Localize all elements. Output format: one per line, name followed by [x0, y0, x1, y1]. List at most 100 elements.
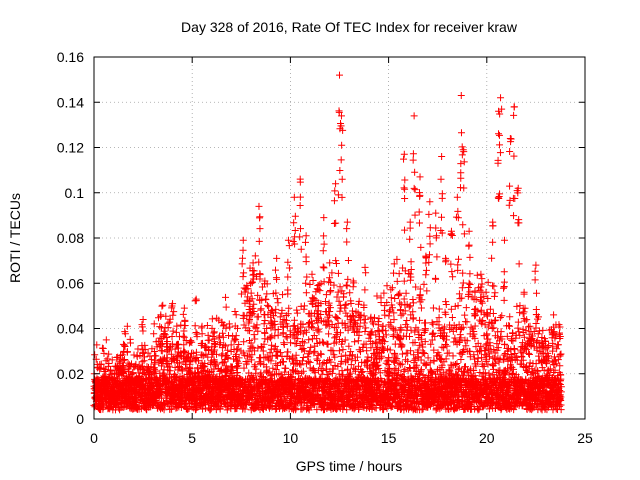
data-point	[380, 289, 388, 297]
data-point	[324, 375, 332, 383]
data-point	[331, 334, 339, 342]
data-point	[334, 269, 342, 277]
data-point	[293, 339, 301, 347]
data-point	[298, 369, 306, 377]
data-point	[237, 290, 245, 298]
data-point	[333, 313, 341, 321]
data-point	[257, 360, 265, 368]
data-point	[388, 284, 396, 292]
data-point	[220, 341, 228, 349]
data-point	[240, 338, 248, 346]
data-point	[313, 335, 321, 343]
data-point	[193, 353, 201, 361]
data-point	[293, 309, 301, 317]
data-point	[222, 303, 230, 311]
data-point	[284, 348, 292, 356]
data-point	[172, 328, 180, 336]
data-point	[222, 342, 230, 350]
data-point	[306, 280, 314, 288]
data-point	[252, 365, 260, 373]
data-point	[364, 353, 372, 361]
data-point	[247, 289, 255, 297]
data-point	[362, 324, 370, 332]
data-point	[297, 361, 305, 369]
data-point	[351, 338, 359, 346]
data-point	[319, 360, 327, 368]
data-point	[315, 281, 323, 289]
data-point	[280, 339, 288, 347]
data-point	[339, 371, 347, 379]
data-point	[348, 352, 356, 360]
data-point	[325, 322, 333, 330]
data-point	[117, 352, 125, 360]
data-point	[235, 341, 243, 349]
data-point	[345, 372, 353, 380]
data-point	[269, 364, 277, 372]
data-point	[343, 406, 351, 414]
data-point	[354, 337, 362, 345]
data-point	[244, 358, 252, 366]
data-point	[356, 348, 364, 356]
data-point	[359, 368, 367, 376]
data-point	[108, 356, 116, 364]
data-point	[226, 323, 234, 331]
data-point	[240, 364, 248, 372]
data-point	[341, 301, 349, 309]
data-point	[344, 365, 352, 373]
data-point	[331, 353, 339, 361]
data-point	[216, 367, 224, 375]
data-point	[295, 360, 303, 368]
data-point	[376, 369, 384, 377]
data-point	[368, 405, 376, 413]
data-point	[173, 322, 181, 330]
data-point	[158, 302, 166, 310]
data-point	[219, 329, 227, 337]
data-point	[298, 338, 306, 346]
data-point	[258, 384, 266, 392]
data-point	[383, 282, 391, 290]
data-point	[129, 370, 137, 378]
data-point	[384, 360, 392, 368]
data-point	[251, 335, 259, 343]
data-point	[121, 330, 129, 338]
data-point	[180, 347, 188, 355]
data-point	[100, 349, 108, 357]
data-point	[373, 292, 381, 300]
data-point	[324, 371, 332, 379]
data-point	[123, 322, 131, 330]
data-point	[166, 315, 174, 323]
data-point	[120, 355, 128, 363]
data-point	[194, 369, 202, 377]
data-point	[159, 301, 167, 309]
data-point	[293, 306, 301, 314]
data-point	[282, 316, 290, 324]
data-point	[383, 299, 391, 307]
data-point	[302, 328, 310, 336]
data-point	[135, 362, 143, 370]
data-point	[320, 339, 328, 347]
data-point	[257, 305, 265, 313]
data-point	[181, 349, 189, 357]
data-point	[168, 405, 176, 413]
data-point	[97, 360, 105, 368]
data-point	[366, 365, 374, 373]
grid-lines	[94, 57, 585, 419]
data-point	[353, 353, 361, 361]
data-point	[200, 363, 208, 371]
data-point	[334, 288, 342, 296]
data-point	[304, 353, 312, 361]
data-point	[180, 327, 188, 335]
data-point	[277, 359, 285, 367]
data-point	[347, 361, 355, 369]
data-point	[253, 321, 261, 329]
data-point	[208, 315, 216, 323]
data-point	[349, 325, 357, 333]
data-point	[271, 317, 279, 325]
data-point	[274, 325, 282, 333]
data-point	[347, 369, 355, 377]
data-point	[274, 299, 282, 307]
data-point	[189, 349, 197, 357]
data-point	[224, 346, 232, 354]
data-point	[166, 318, 174, 326]
data-point	[317, 350, 325, 358]
